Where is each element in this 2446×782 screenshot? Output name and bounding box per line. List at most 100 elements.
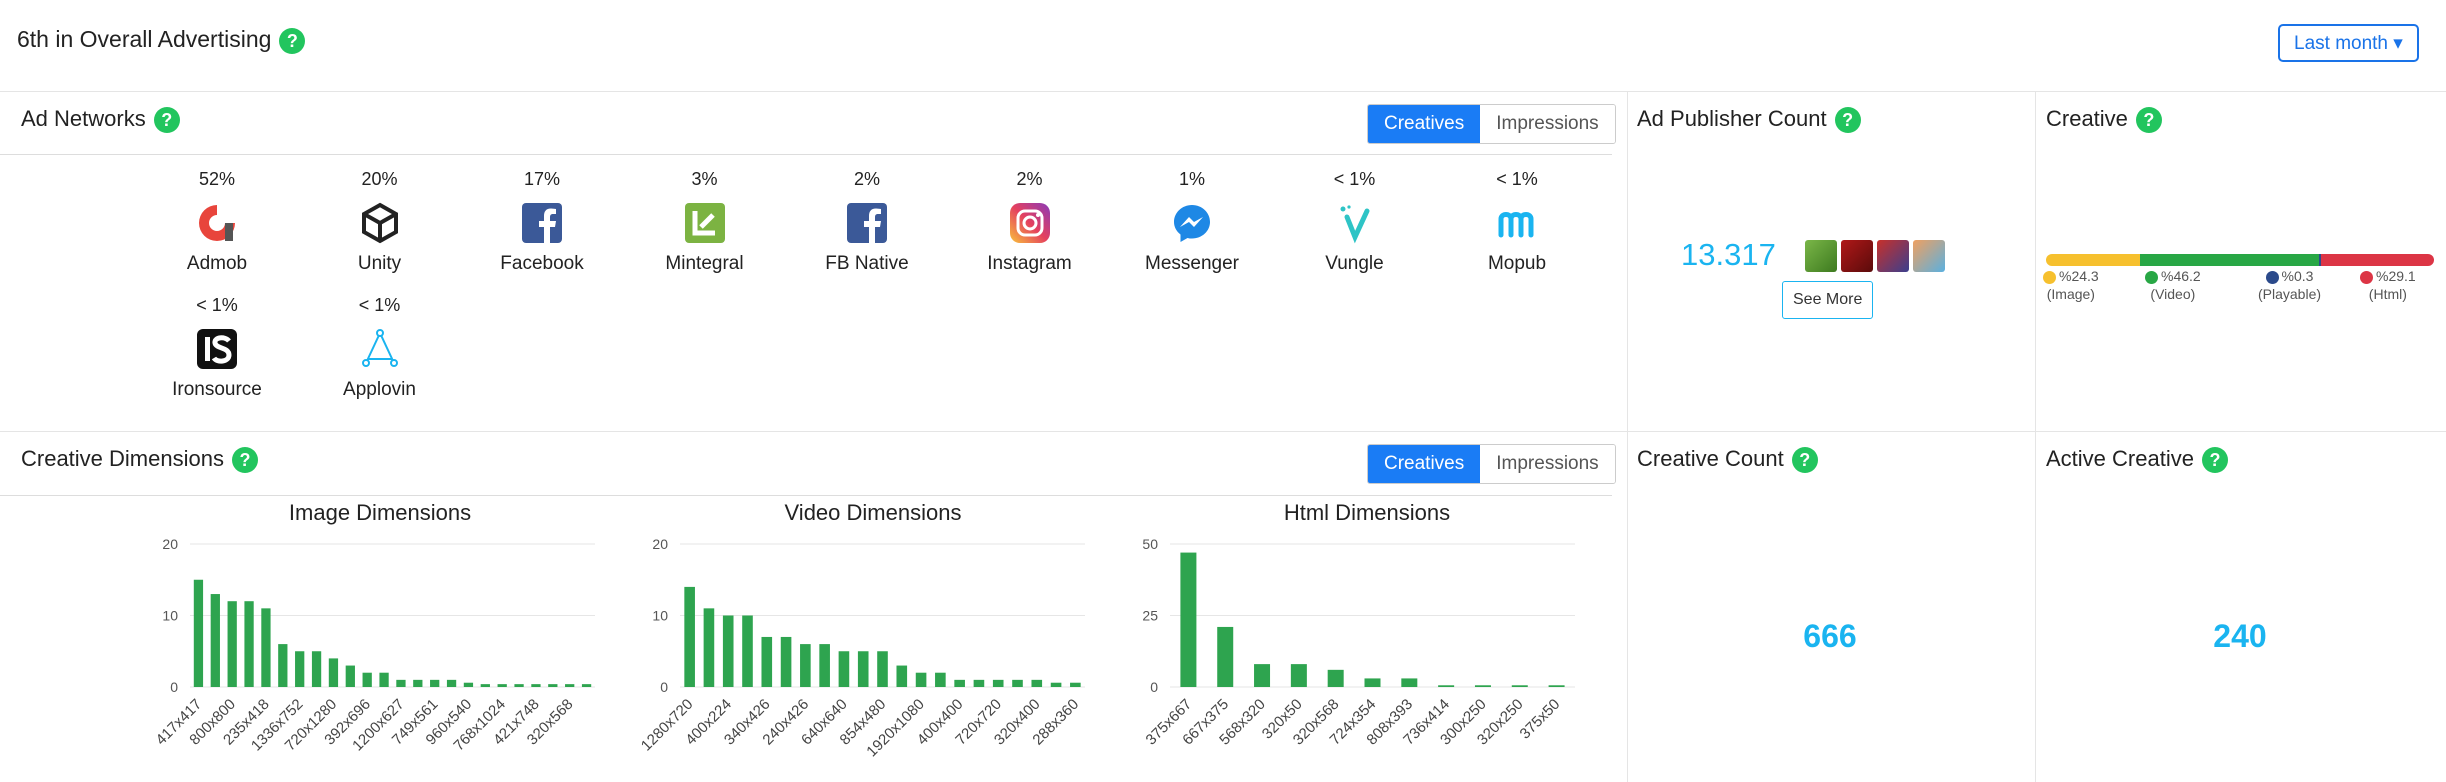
bar[interactable] — [261, 608, 271, 687]
help-icon[interactable]: ? — [1791, 447, 1818, 474]
tab-impressions[interactable]: Impressions — [1480, 105, 1615, 143]
bar[interactable] — [1290, 664, 1307, 687]
help-icon[interactable]: ? — [2201, 447, 2228, 474]
bar[interactable] — [1401, 678, 1418, 687]
bar[interactable] — [1474, 685, 1491, 687]
ad-network-messenger[interactable]: 1% Messenger — [1122, 169, 1262, 275]
applovin-icon — [358, 327, 402, 371]
bar[interactable] — [1031, 679, 1043, 687]
bar[interactable] — [761, 636, 773, 687]
publisher-thumbnail[interactable] — [1805, 240, 1837, 272]
bar[interactable] — [345, 665, 355, 687]
bar[interactable] — [531, 684, 541, 687]
ad-network-applovin[interactable]: < 1% Applovin — [310, 295, 450, 401]
tab-creatives[interactable]: Creatives — [1368, 105, 1481, 143]
bar[interactable] — [1012, 679, 1023, 687]
divider — [0, 431, 2446, 432]
bar[interactable] — [1364, 678, 1381, 687]
divider — [0, 91, 2446, 92]
bar[interactable] — [295, 651, 305, 687]
bar[interactable] — [1254, 664, 1271, 687]
ad-network-fb-native[interactable]: 2% FB Native — [797, 169, 937, 275]
bar[interactable] — [1050, 682, 1062, 687]
bar[interactable] — [1511, 685, 1528, 687]
ad-network-mintegral[interactable]: 3% Mintegral — [635, 169, 775, 275]
bar[interactable] — [311, 651, 322, 687]
bar[interactable] — [838, 651, 850, 687]
bar[interactable] — [497, 684, 507, 687]
publisher-thumbnails — [1805, 240, 1945, 272]
help-icon[interactable]: ? — [231, 447, 258, 474]
help-icon[interactable]: ? — [2135, 107, 2162, 134]
bar[interactable] — [935, 672, 946, 687]
bar[interactable] — [430, 679, 440, 687]
bar[interactable] — [514, 684, 524, 687]
bar[interactable] — [210, 594, 220, 687]
publisher-thumbnail[interactable] — [1877, 240, 1909, 272]
bar[interactable] — [463, 682, 474, 687]
ad-network-name: Messenger — [1145, 253, 1239, 274]
x-tick-label: 1280x720 — [638, 696, 697, 755]
bar[interactable] — [857, 651, 869, 687]
bar[interactable] — [446, 679, 457, 687]
bar[interactable] — [480, 684, 490, 687]
active-creative-value: 240 — [2213, 618, 2267, 654]
ad-network-share: < 1% — [196, 295, 238, 315]
ad-network-share: 52% — [198, 169, 236, 189]
bar[interactable] — [379, 672, 389, 687]
help-icon[interactable]: ? — [279, 27, 306, 54]
bar[interactable] — [915, 672, 927, 687]
ad-network-facebook[interactable]: 17% Facebook — [472, 169, 612, 275]
bar[interactable] — [703, 608, 715, 687]
publisher-thumbnail[interactable] — [1841, 240, 1873, 272]
ad-network-vungle[interactable]: < 1% Vungle — [1285, 169, 1425, 275]
bar[interactable] — [1217, 626, 1234, 687]
bar[interactable] — [1180, 552, 1197, 687]
bar[interactable] — [1548, 685, 1565, 687]
vungle-icon — [1333, 201, 1377, 245]
help-icon[interactable]: ? — [153, 107, 180, 134]
bar[interactable] — [954, 679, 965, 687]
bar[interactable] — [193, 579, 204, 687]
bar[interactable] — [1070, 682, 1081, 687]
tab-impressions[interactable]: Impressions — [1480, 445, 1615, 483]
period-dropdown-button[interactable]: Last month ▾ — [2278, 24, 2419, 62]
page-title: 6th in Overall Advertising? — [17, 26, 306, 54]
creative-legend-item: %0.3 (Playable) — [2258, 267, 2321, 303]
bar[interactable] — [973, 679, 985, 687]
bar[interactable] — [1327, 669, 1344, 687]
bar[interactable] — [877, 651, 888, 687]
bar[interactable] — [328, 658, 339, 687]
bar[interactable] — [684, 586, 695, 687]
bar[interactable] — [278, 644, 288, 687]
bar[interactable] — [244, 601, 254, 687]
bar[interactable] — [413, 679, 423, 687]
bar[interactable] — [227, 601, 237, 687]
help-icon[interactable]: ? — [1834, 107, 1861, 134]
ad-network-admob[interactable]: 52% Admob — [147, 169, 287, 275]
bar[interactable] — [581, 684, 592, 687]
ad-network-name: FB Native — [825, 253, 909, 274]
publisher-thumbnail[interactable] — [1913, 240, 1945, 272]
ad-network-unity[interactable]: 20% Unity — [310, 169, 450, 275]
bar[interactable] — [896, 665, 908, 687]
bar[interactable] — [565, 684, 575, 687]
tab-creatives[interactable]: Creatives — [1368, 445, 1481, 483]
bar[interactable] — [362, 672, 372, 687]
legend-dot — [2265, 270, 2279, 284]
bar[interactable] — [992, 679, 1004, 687]
bar[interactable] — [780, 636, 792, 687]
bar[interactable] — [800, 644, 811, 687]
bar[interactable] — [548, 684, 558, 687]
image-dimensions-chart: 01020417x417800x800235x4181336x752720x12… — [153, 536, 595, 754]
see-more-button[interactable]: See More — [1782, 281, 1874, 319]
bar[interactable] — [396, 679, 406, 687]
ad-network-ironsource[interactable]: < 1% Ironsource — [147, 295, 287, 401]
bar[interactable] — [722, 615, 734, 688]
ad-network-share: 3% — [691, 169, 718, 189]
ad-network-mopub[interactable]: < 1% Mopub — [1447, 169, 1587, 275]
ad-network-instagram[interactable]: 2% Instagram — [960, 169, 1100, 275]
bar[interactable] — [742, 615, 753, 688]
bar[interactable] — [819, 644, 830, 687]
bar[interactable] — [1438, 685, 1455, 687]
